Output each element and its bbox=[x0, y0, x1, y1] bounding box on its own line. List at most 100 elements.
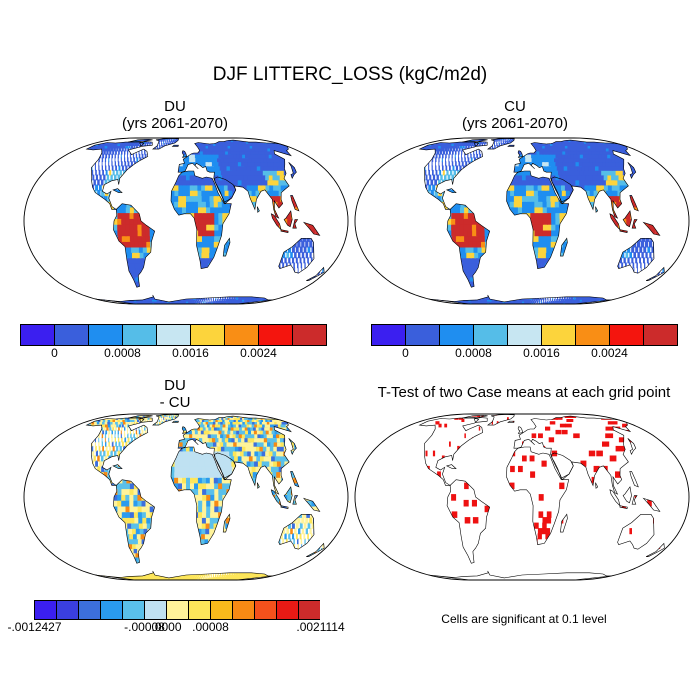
coastline-newguinea bbox=[302, 497, 321, 512]
map-du bbox=[23, 137, 349, 305]
coastline-sulawesi bbox=[631, 495, 638, 505]
map-border bbox=[23, 413, 349, 581]
coastline-srilanka bbox=[257, 206, 260, 213]
coastline-namerica bbox=[85, 417, 149, 486]
coastline-samerica bbox=[446, 203, 491, 288]
coastline-newzealand bbox=[306, 542, 325, 557]
colorbar-box bbox=[292, 324, 327, 346]
coastline-newzealand bbox=[306, 266, 325, 281]
coastline-arabia bbox=[214, 176, 237, 203]
colorbar-box bbox=[34, 600, 57, 620]
coastline-borneo bbox=[622, 210, 632, 228]
colorbar-cu bbox=[371, 324, 678, 346]
coastline-java bbox=[619, 505, 628, 509]
map-ttest bbox=[354, 413, 690, 581]
colorbar-box bbox=[609, 324, 644, 346]
colorbar-box bbox=[258, 324, 293, 346]
coastline-newguinea bbox=[302, 221, 321, 236]
coastline-africa bbox=[506, 170, 570, 269]
coastline-africa bbox=[506, 446, 570, 545]
colorbar-tick-label: 0.0008 bbox=[455, 346, 492, 360]
coastline-baffin bbox=[139, 417, 153, 423]
coastline-madagascar bbox=[560, 237, 568, 257]
coastline-eurasia bbox=[177, 139, 292, 219]
colorbar-diff bbox=[34, 600, 320, 620]
colorbar-box bbox=[224, 324, 259, 346]
colorbar-box bbox=[54, 324, 89, 346]
coastline-greenland bbox=[152, 414, 179, 426]
colorbar-tick-label: -.0012427 bbox=[7, 620, 62, 634]
coastline-newzealand bbox=[645, 542, 665, 557]
colorbar-box bbox=[100, 600, 123, 620]
coastline-cuba bbox=[112, 464, 123, 469]
colorbar-diff-ticks: -.0012427 -.00008.0000 .00008 .0021114 bbox=[0, 620, 350, 638]
colorbar-box bbox=[156, 324, 191, 346]
coastline-arcticisl bbox=[462, 138, 488, 143]
colorbar-du-ticks: 0 0.0008 0.0016 0.0024 bbox=[0, 346, 350, 364]
coastline-sulawesi bbox=[292, 495, 299, 505]
colorbar-box bbox=[473, 324, 508, 346]
coastline-madagascar bbox=[222, 237, 231, 257]
colorbar-box bbox=[56, 600, 79, 620]
panel-du-name: DU bbox=[164, 98, 186, 115]
coastline-arabia bbox=[551, 176, 574, 203]
colorbar-tick-label: 0 bbox=[402, 346, 409, 360]
coastline-samerica bbox=[113, 203, 156, 288]
colorbar-box bbox=[210, 600, 233, 620]
coastline-japan bbox=[288, 438, 297, 456]
coastline-philippines bbox=[629, 195, 639, 212]
coastline-australia bbox=[278, 238, 315, 274]
colorbar-box bbox=[371, 324, 406, 346]
colorbar-tick-label: 0.0016 bbox=[172, 346, 209, 360]
coastline-philippines bbox=[629, 471, 639, 488]
colorbar-tick-label: .0000 bbox=[151, 620, 182, 634]
coastline-australia bbox=[617, 238, 655, 274]
coastline-cuba bbox=[445, 188, 457, 193]
colorbar-box bbox=[232, 600, 255, 620]
coastline-cuba bbox=[445, 464, 457, 469]
colorbar-tick-label: .00008 bbox=[192, 620, 229, 634]
colorbar-box bbox=[298, 600, 320, 620]
coastline-srilanka bbox=[595, 206, 599, 213]
coastline-newguinea bbox=[642, 221, 661, 236]
coastline-iceland bbox=[171, 144, 179, 147]
panel-du-title: DU (yrs 2061-2070) bbox=[85, 98, 265, 132]
coastline-arabia bbox=[214, 452, 237, 479]
coastline-sulawesi bbox=[292, 219, 299, 229]
coastline-uk bbox=[517, 426, 524, 434]
coastline-uk bbox=[181, 426, 188, 434]
panel-diff-name: DU bbox=[164, 377, 186, 394]
map-border bbox=[354, 137, 690, 305]
coastline-iceland bbox=[507, 420, 515, 423]
map-ocean bbox=[355, 414, 689, 580]
coastline-africa bbox=[170, 170, 232, 269]
panel-cu-years: (yrs 2061-2070) bbox=[462, 115, 568, 132]
colorbar-box bbox=[643, 324, 678, 346]
colorbar-tick-label: -.00008 bbox=[124, 620, 165, 634]
coastline-newguinea bbox=[642, 497, 661, 512]
colorbar-box bbox=[88, 324, 123, 346]
colorbar-box bbox=[541, 324, 576, 346]
colorbar-box bbox=[122, 324, 157, 346]
coastline-japan bbox=[288, 162, 297, 180]
coastline-eurasia bbox=[513, 139, 632, 219]
coastline-philippines bbox=[290, 471, 300, 488]
coastline-antarctica bbox=[428, 294, 612, 305]
map-border bbox=[354, 413, 690, 581]
colorbar-box bbox=[405, 324, 440, 346]
colorbar-box bbox=[188, 600, 211, 620]
coastline-iceland bbox=[171, 420, 179, 423]
colorbar-box bbox=[507, 324, 542, 346]
colorbar-tick-label: 0.0008 bbox=[104, 346, 141, 360]
coastline-australia bbox=[617, 514, 655, 550]
coastline-newzealand bbox=[645, 266, 665, 281]
colorbar-cu-ticks: 0 0.0008 0.0016 0.0024 bbox=[350, 346, 700, 364]
coastline-japan bbox=[627, 162, 637, 180]
coastline-australia bbox=[278, 514, 315, 550]
panel-diff-title: DU - CU bbox=[85, 377, 265, 411]
colorbar-box bbox=[144, 600, 167, 620]
coastline-baffin bbox=[139, 141, 153, 147]
colorbar-box bbox=[439, 324, 474, 346]
coastline-samerica bbox=[113, 479, 156, 564]
colorbar-box bbox=[166, 600, 189, 620]
